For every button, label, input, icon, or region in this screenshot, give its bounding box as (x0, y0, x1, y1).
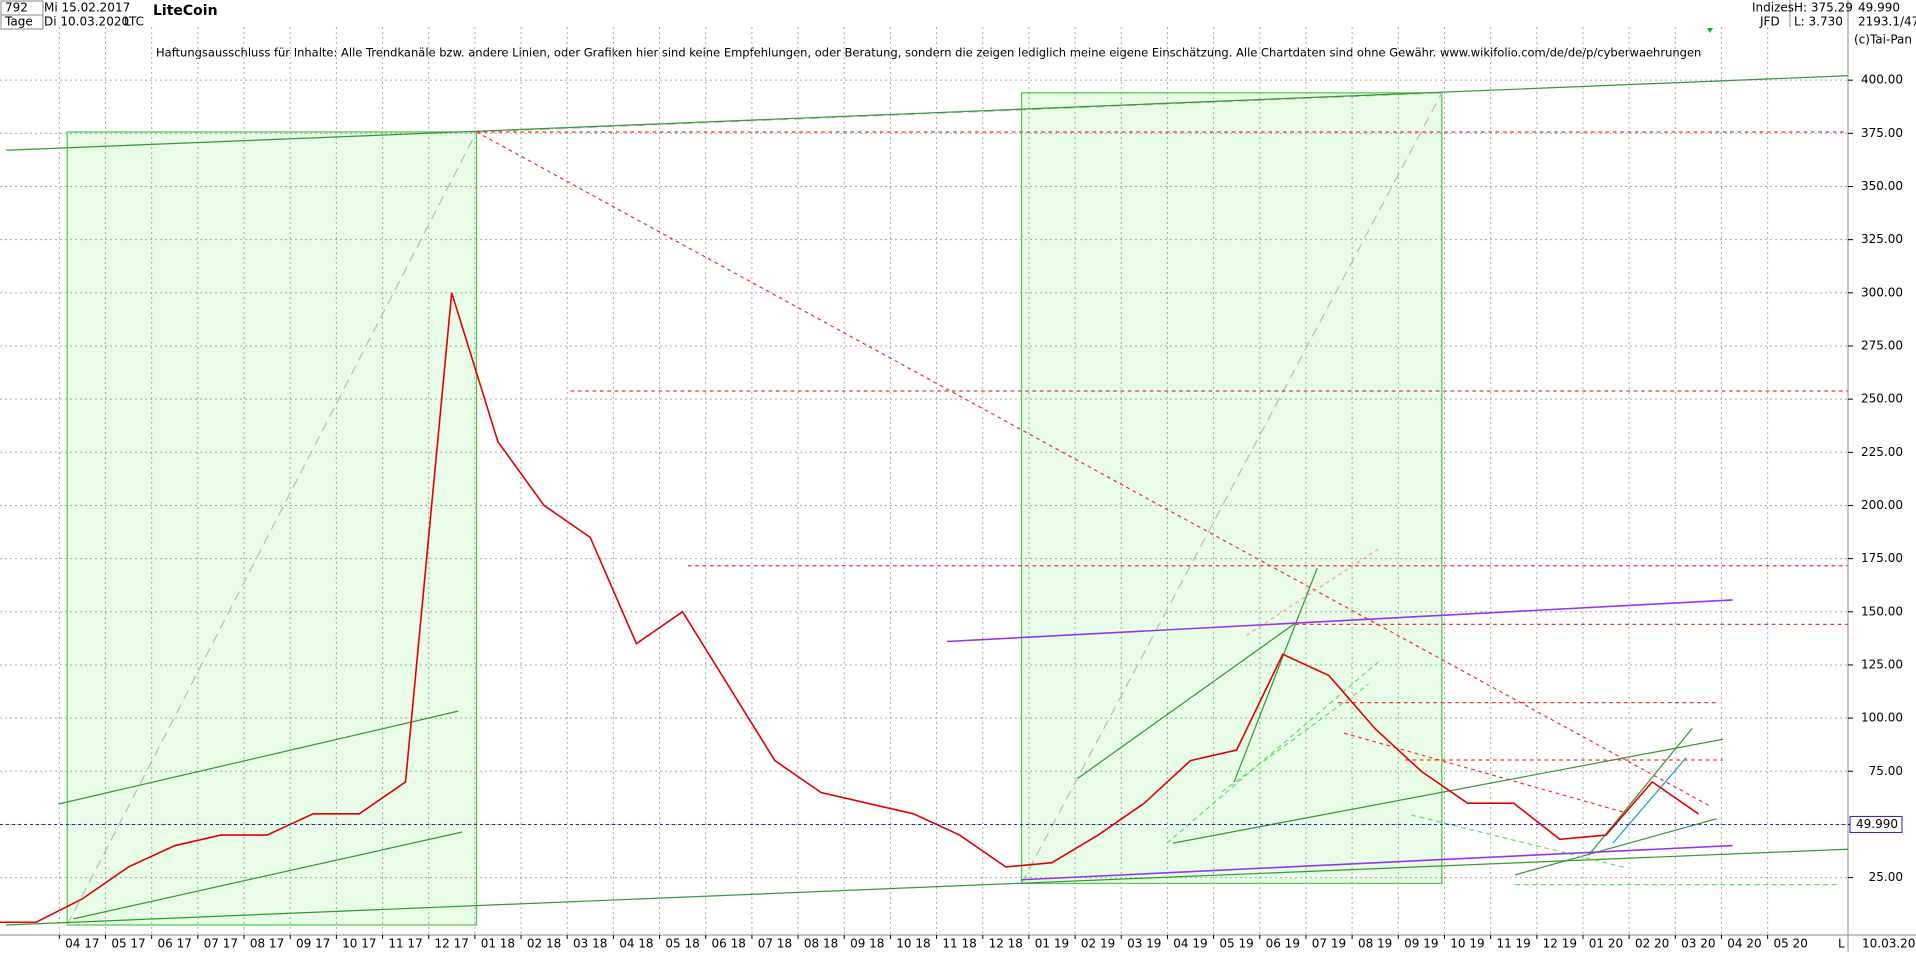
x-tick-label: 12 19 (1543, 937, 1577, 951)
diagonal (66, 131, 478, 926)
trendline (1172, 738, 1723, 844)
x-tick-label: 03 18 (573, 937, 607, 951)
x-tick-label: 11 18 (942, 937, 976, 951)
header-broker: JFD (1759, 15, 1780, 29)
y-tick-label: 100.00 (1861, 711, 1903, 725)
trendline (73, 831, 463, 920)
x-tick-label: 05 18 (665, 937, 699, 951)
y-tick-label: 125.00 (1861, 657, 1903, 671)
trendline (1246, 546, 1382, 636)
x-tick-label: 06 19 (1266, 937, 1300, 951)
trendline (1514, 818, 1717, 876)
trendline (1343, 732, 1626, 814)
header-start-date: Mi 15.02.2017 (44, 1, 130, 15)
x-tick-label: 04 19 (1173, 937, 1207, 951)
price-line (0, 292, 1699, 924)
x-tick-label: 11 19 (1496, 937, 1530, 951)
x-tick-label: 08 19 (1358, 937, 1392, 951)
x-tick-label: 02 20 (1635, 937, 1669, 951)
header-count: 792 (5, 1, 28, 15)
trendline (1233, 567, 1318, 783)
header-symbol: LTC (124, 15, 144, 29)
y-tick-label: 375.00 (1861, 126, 1903, 140)
y-tick-label: 350.00 (1861, 179, 1903, 193)
x-tick-label: 01 20 (1589, 937, 1623, 951)
drawings (6, 75, 1848, 926)
x-tick-label: 10 17 (342, 937, 376, 951)
chart-title: LiteCoin (153, 3, 218, 19)
x-tick-label: 05 19 (1219, 937, 1253, 951)
footer-scale: L (1838, 937, 1845, 951)
trendline (1021, 844, 1733, 881)
x-tick-label: 04 20 (1727, 937, 1761, 951)
x-tick-label: 06 17 (158, 937, 192, 951)
trendline (6, 75, 1848, 151)
x-tick-label: 12 17 (435, 937, 469, 951)
y-tick-label: 150.00 (1861, 604, 1903, 618)
x-tick-label: 08 17 (250, 937, 284, 951)
x-tick-label: 09 17 (296, 937, 330, 951)
header-group: Indizes (1752, 1, 1794, 15)
current-price-label: 49.990 (1856, 817, 1898, 831)
x-tick-label: 10 18 (896, 937, 930, 951)
trendline (1411, 814, 1626, 869)
y-tick-label: 225.00 (1861, 445, 1903, 459)
y-tick-label: 325.00 (1861, 232, 1903, 246)
x-tick-label: 03 19 (1127, 937, 1161, 951)
header-box (0, 14, 44, 30)
x-tick-label: 03 20 (1681, 937, 1715, 951)
x-tick-label: 02 19 (1081, 937, 1115, 951)
header-copyright: (c)Tai-Pan (1854, 33, 1912, 47)
x-tick-label: 05 20 (1773, 937, 1807, 951)
header-high: H: 375.29 (1794, 1, 1853, 15)
y-tick-label: 250.00 (1861, 392, 1903, 406)
x-tick-label: 11 17 (388, 937, 422, 951)
x-tick-label: 04 18 (619, 937, 653, 951)
x-tick-label: 01 18 (481, 937, 515, 951)
x-tick-label: 01 19 (1035, 937, 1069, 951)
x-tick-label: 07 17 (204, 937, 238, 951)
trendline (1612, 757, 1687, 844)
header-low: L: 3.730 (1794, 15, 1843, 29)
trendline (1166, 659, 1382, 844)
header-period: Tage (4, 15, 33, 29)
x-tick-label: 09 19 (1404, 937, 1438, 951)
x-tick-label: 09 18 (850, 937, 884, 951)
x-tick-label: 05 17 (111, 937, 145, 951)
trendline (1221, 683, 1369, 793)
header-last: 49.990 (1858, 1, 1900, 15)
x-tick-label: 07 19 (1312, 937, 1346, 951)
current-price-box (1849, 815, 1903, 833)
trendline (946, 599, 1733, 643)
trendline (58, 710, 459, 805)
x-tick-label: 07 18 (758, 937, 792, 951)
header-info: 2193.1/47 (1858, 15, 1916, 29)
y-tick-label: 400.00 (1861, 73, 1903, 87)
diagonal (1020, 92, 1443, 884)
y-tick-label: 75.00 (1869, 764, 1903, 778)
y-tick-label: 200.00 (1861, 498, 1903, 512)
trendline (1077, 622, 1296, 779)
y-tick-label: 300.00 (1861, 285, 1903, 299)
x-tick-label: 06 18 (712, 937, 746, 951)
diagonal (476, 92, 1442, 133)
y-tick-label: 275.00 (1861, 338, 1903, 352)
x-tick-label: 12 18 (989, 937, 1023, 951)
y-tick-label: 175.00 (1861, 551, 1903, 565)
x-tick-label: 04 17 (65, 937, 99, 951)
trendline (6, 848, 1848, 926)
marker (1707, 28, 1713, 33)
disclaimer: Haftungsausschluss für Inhalte: Alle Tre… (156, 46, 1701, 60)
x-tick-label: 08 18 (804, 937, 838, 951)
footer-date: 10.03.20 (1862, 937, 1915, 951)
header-end-date: Di 10.03.2020 (44, 15, 129, 29)
y-tick-label: 25.00 (1869, 870, 1903, 884)
x-tick-label: 02 18 (527, 937, 561, 951)
x-tick-label: 10 19 (1450, 937, 1484, 951)
